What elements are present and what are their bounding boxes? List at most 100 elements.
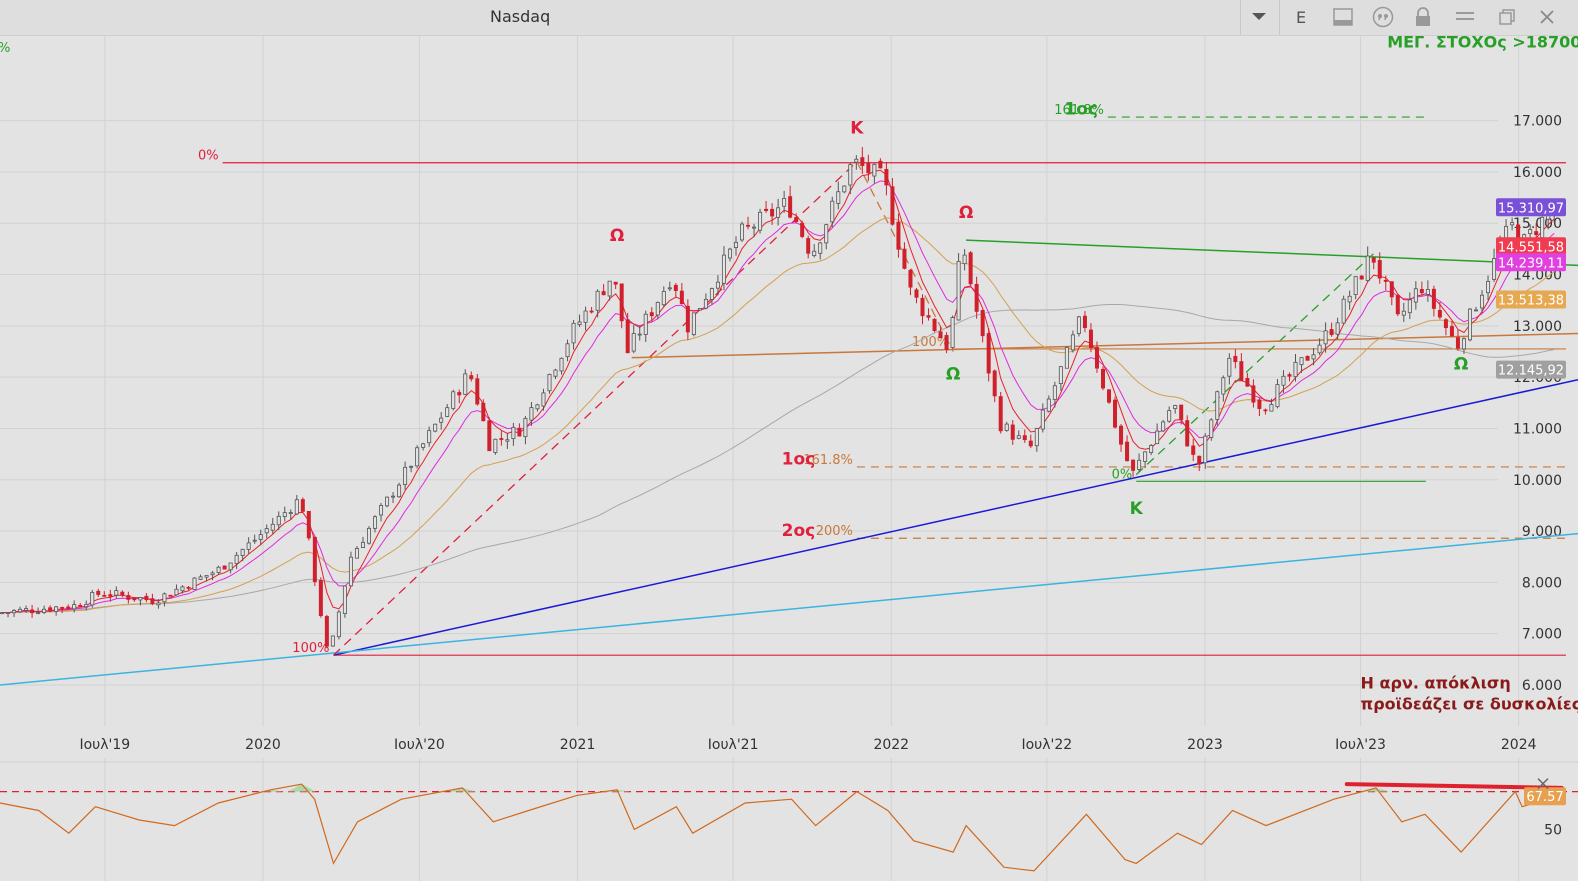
candle-up: [397, 484, 402, 498]
candle-down: [222, 565, 227, 570]
candle-up: [1486, 280, 1491, 294]
candle-up: [661, 291, 666, 306]
candle-up: [72, 604, 77, 610]
window-title: Nasdaq: [490, 7, 551, 26]
candle-down: [613, 281, 618, 285]
lock-icon[interactable]: [1410, 5, 1436, 29]
candle-down: [1395, 295, 1400, 315]
close-icon[interactable]: [1537, 778, 1549, 790]
candle-down: [1443, 319, 1448, 329]
candle-down: [108, 594, 113, 597]
quote-icon[interactable]: [1370, 5, 1396, 29]
candle-up: [1269, 404, 1274, 412]
candle-down: [980, 309, 985, 337]
close-icon[interactable]: [1534, 5, 1560, 29]
candle-up: [240, 548, 245, 556]
candle-up: [1209, 419, 1214, 438]
candle-up: [270, 523, 275, 531]
candle-up: [433, 423, 438, 432]
price-badge-label: 14.551,58: [1498, 240, 1564, 255]
candle-down: [1245, 378, 1250, 387]
candle-up: [836, 191, 841, 204]
candle-up: [1143, 451, 1148, 462]
candle-up: [360, 541, 365, 549]
menu-icon[interactable]: [1452, 5, 1478, 29]
candle-up: [1347, 295, 1352, 303]
candle-up: [824, 224, 829, 244]
candle-up: [818, 242, 823, 254]
candle-up: [366, 527, 371, 544]
x-tick-label: Ιουλ'20: [394, 737, 445, 753]
candle-up: [962, 254, 967, 265]
candle-up: [571, 322, 576, 344]
candle-up: [180, 586, 185, 592]
candle-up: [854, 158, 859, 163]
candle-up: [637, 333, 642, 336]
candle-up: [210, 572, 215, 576]
candle-down: [974, 283, 979, 312]
candle-down: [920, 297, 925, 317]
candle-down: [1100, 368, 1105, 389]
candle-down: [1179, 404, 1184, 420]
candle-down: [908, 269, 913, 288]
candle-up: [655, 301, 660, 316]
candle-up: [192, 577, 197, 590]
candle-up: [1335, 322, 1340, 335]
trendline: [333, 161, 858, 656]
candle-up: [1510, 222, 1515, 226]
candles: [0, 147, 1557, 649]
candle-up: [547, 374, 552, 392]
candle-up: [1149, 445, 1154, 453]
rsi-value-label: 67.57: [1526, 790, 1563, 805]
candle-up: [1052, 385, 1057, 400]
fib-level-label: 161.8%: [803, 453, 853, 468]
candle-up: [607, 280, 612, 297]
candle-down: [1107, 389, 1112, 403]
chart-annotation: 1ος: [782, 449, 816, 469]
candle-up: [1203, 435, 1208, 464]
candle-up: [1492, 258, 1497, 280]
fib-level-label: 200%: [816, 524, 853, 539]
candle-up: [156, 602, 161, 606]
price-chart[interactable]: % Ιουλ'192020Ιουλ'202021Ιουλ'212022Ιουλ'…: [0, 36, 1578, 881]
candle-up: [234, 554, 239, 564]
restore-icon[interactable]: [1494, 5, 1520, 29]
toolbar-separator: [1240, 0, 1241, 35]
price-badge: [1496, 253, 1566, 272]
panel-icon[interactable]: [1330, 5, 1356, 29]
candle-up: [776, 207, 781, 218]
candle-down: [1185, 420, 1190, 447]
rsi-value-badge: [1524, 787, 1566, 806]
candle-down: [673, 284, 678, 291]
e-icon[interactable]: E: [1288, 5, 1314, 29]
candle-up: [752, 226, 757, 229]
candle-down: [944, 335, 949, 350]
trendlines: [0, 161, 1578, 686]
candle-down: [1419, 289, 1424, 294]
candle-up: [1155, 430, 1160, 445]
candle-down: [1437, 310, 1442, 318]
candle-up: [1167, 410, 1172, 422]
candle-up: [1341, 298, 1346, 324]
candle-up: [348, 556, 353, 587]
x-tick-label: Ιουλ'23: [1335, 737, 1386, 753]
moving-average-line: [2, 304, 1555, 614]
rsi-line: [0, 783, 1558, 872]
candle-up: [36, 612, 41, 615]
candle-down: [300, 499, 305, 512]
candle-up: [379, 505, 384, 516]
candle-down: [1389, 281, 1394, 298]
candle-down: [457, 392, 462, 396]
candle-up: [1480, 294, 1485, 309]
candle-down: [1028, 440, 1033, 447]
rsi-overbought-fill: [448, 787, 477, 792]
candle-down: [96, 590, 101, 595]
candle-up: [294, 499, 299, 515]
chevron-down-icon[interactable]: [1246, 5, 1272, 29]
annotations: Ω Κ Ω Ω Κ Ω 1ος 2ος 1ος ΜΕΓ. ΣΤΟΧΟς >18700 Η αρν. …: [610, 36, 1578, 714]
candle-down: [986, 333, 991, 374]
y-tick-label: 10.000: [1513, 473, 1562, 489]
trendline: [1135, 250, 1377, 476]
candle-up: [1413, 288, 1418, 303]
